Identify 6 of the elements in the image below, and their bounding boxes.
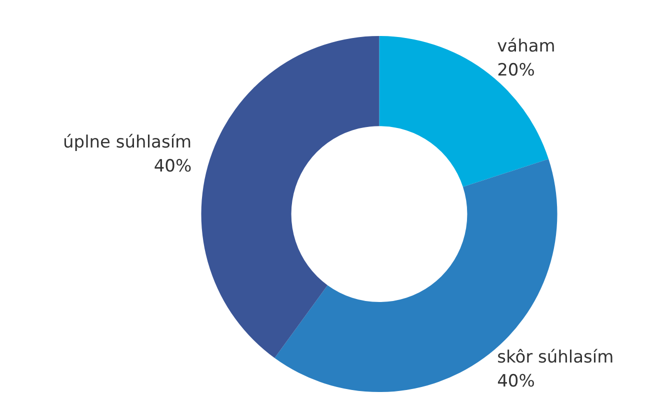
- slice-label: úplne súhlasím: [63, 132, 192, 153]
- data-label: 20%: [497, 60, 535, 81]
- slice-label: skôr súhlasím: [497, 347, 614, 368]
- data-label: 40%: [154, 156, 192, 177]
- data-label: 40%: [497, 371, 535, 392]
- slice-label: váham: [497, 36, 556, 57]
